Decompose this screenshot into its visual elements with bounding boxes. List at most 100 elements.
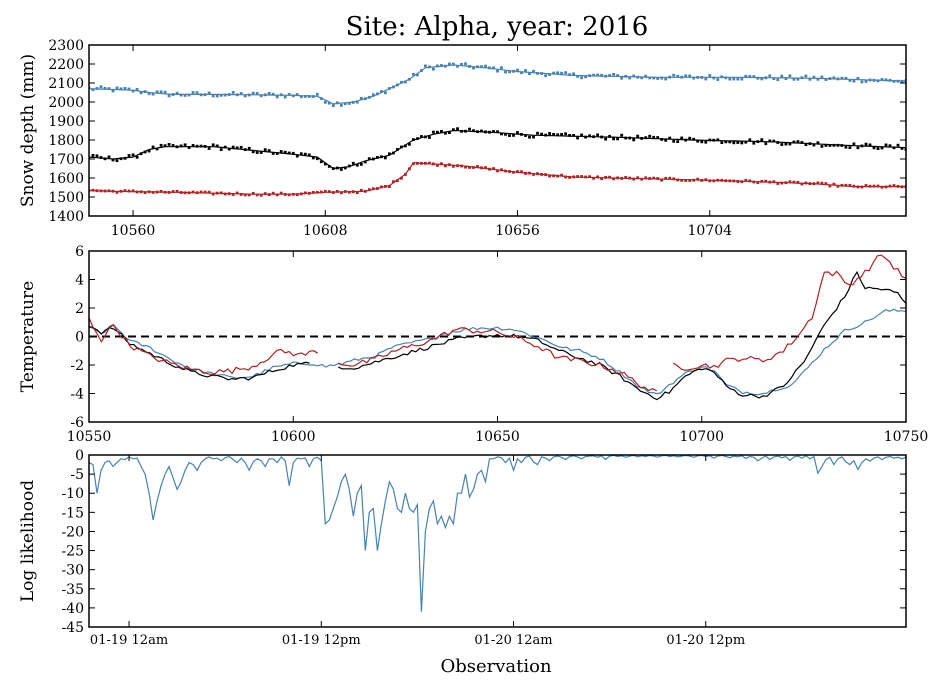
- data-point-blue: [552, 71, 555, 75]
- data-point-blue: [267, 92, 271, 95]
- data-point-blue: [844, 77, 848, 80]
- data-point-black: [380, 155, 383, 159]
- data-point-red: [648, 177, 652, 180]
- y-tick-label: 1400: [48, 209, 84, 225]
- data-point-blue: [416, 73, 419, 77]
- data-point-red: [424, 161, 427, 165]
- data-point-red: [680, 179, 684, 182]
- data-point-blue: [532, 69, 535, 73]
- data-point-red: [808, 182, 812, 185]
- data-point-red: [900, 185, 904, 189]
- data-point-blue: [203, 93, 207, 97]
- data-point-black: [460, 129, 463, 133]
- data-point-red: [275, 193, 279, 197]
- data-point-black: [392, 151, 395, 155]
- data-point-blue: [111, 89, 115, 93]
- data-point-blue: [319, 97, 323, 100]
- data-point-black: [408, 142, 411, 146]
- data-point-black: [363, 160, 367, 164]
- data-point-red: [716, 178, 720, 182]
- x-tick-label: 01-20 12am: [474, 633, 552, 648]
- data-point-red: [528, 171, 531, 175]
- data-point-blue: [396, 83, 399, 87]
- data-point-blue: [584, 75, 587, 79]
- data-point-blue: [468, 65, 471, 68]
- data-point-black: [584, 135, 587, 139]
- data-point-red: [183, 191, 187, 195]
- data-point-black: [548, 132, 551, 135]
- data-point-blue: [724, 76, 728, 80]
- data-point-red: [628, 176, 632, 180]
- data-point-blue: [331, 104, 335, 107]
- data-point-blue: [784, 77, 788, 80]
- data-point-blue: [720, 75, 724, 79]
- data-point-black: [540, 132, 543, 136]
- data-point-red: [123, 189, 127, 192]
- data-point-red: [708, 179, 712, 183]
- data-point-black: [864, 142, 868, 146]
- data-point-black: [452, 128, 455, 132]
- y-tick-label: 1900: [48, 114, 84, 130]
- data-point-blue: [792, 77, 796, 81]
- data-point-blue: [215, 94, 219, 98]
- data-point-red: [852, 184, 856, 188]
- data-point-black: [776, 141, 780, 144]
- data-point-black: [796, 140, 800, 143]
- data-point-black: [159, 143, 163, 147]
- data-point-blue: [628, 76, 632, 80]
- data-point-blue: [892, 80, 896, 83]
- data-point-red: [448, 163, 451, 167]
- data-point-blue: [99, 85, 103, 89]
- data-point-black: [239, 145, 243, 149]
- data-point-black: [536, 131, 539, 135]
- data-point-black: [876, 147, 880, 150]
- y-tick-label: -40: [61, 601, 84, 617]
- data-point-red: [548, 174, 551, 178]
- data-point-blue: [664, 77, 668, 81]
- data-point-blue: [147, 92, 151, 96]
- data-point-red: [203, 190, 207, 194]
- data-point-black: [808, 142, 812, 146]
- data-point-red: [632, 177, 636, 181]
- data-point-red: [804, 181, 808, 185]
- data-point-black: [211, 143, 215, 147]
- data-point-red: [251, 192, 255, 195]
- data-point-black: [95, 154, 99, 158]
- axes-frame: [88, 250, 907, 423]
- data-point-red: [91, 188, 95, 192]
- data-point-blue: [175, 91, 179, 95]
- data-point-black: [700, 140, 704, 144]
- data-point-red: [508, 170, 511, 173]
- data-point-red: [896, 184, 900, 188]
- data-point-blue: [536, 72, 539, 75]
- data-point-black: [207, 147, 211, 150]
- data-point-blue: [632, 74, 636, 78]
- data-point-blue: [287, 93, 291, 96]
- data-point-blue: [392, 85, 395, 89]
- data-point-black: [440, 130, 443, 133]
- y-axis-label: Temperature: [18, 281, 38, 392]
- data-point-blue: [544, 74, 547, 78]
- data-point-blue: [428, 65, 431, 69]
- y-tick-label: 1500: [48, 190, 84, 206]
- data-point-black: [648, 134, 652, 138]
- data-point-black: [436, 130, 439, 134]
- data-point-black: [520, 133, 523, 136]
- data-point-blue: [824, 78, 828, 81]
- data-point-black: [359, 163, 363, 166]
- data-point-red: [347, 190, 351, 194]
- data-point-red: [107, 189, 111, 193]
- data-point-black: [624, 136, 628, 140]
- data-point-black: [343, 166, 347, 170]
- data-point-blue: [816, 77, 820, 81]
- data-point-blue: [780, 74, 784, 78]
- series-group: [89, 254, 906, 401]
- data-point-blue: [496, 69, 499, 73]
- y-tick-label: 2000: [48, 95, 84, 111]
- data-point-black: [844, 145, 848, 149]
- data-point-blue: [600, 73, 603, 77]
- series-group: [89, 455, 906, 612]
- data-point-red: [231, 193, 235, 196]
- data-point-blue: [760, 77, 764, 81]
- data-point-red: [127, 189, 131, 193]
